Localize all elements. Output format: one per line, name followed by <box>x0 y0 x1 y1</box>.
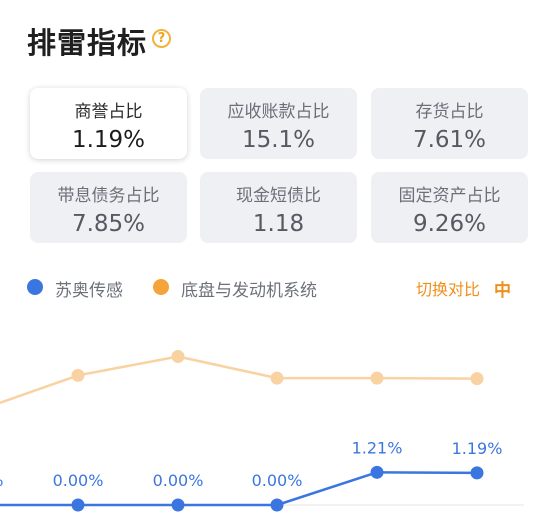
metric-card-interest-debt[interactable]: 带息债务占比 7.85% <box>30 172 187 243</box>
data-point[interactable] <box>171 350 185 363</box>
data-label: 0.00% <box>53 471 104 490</box>
metric-label: 应收账款占比 <box>227 102 330 122</box>
metric-card-fixed-assets[interactable]: 固定资产占比 9.26% <box>371 172 528 243</box>
data-point[interactable] <box>270 498 284 512</box>
data-label: 0.00% <box>153 471 204 490</box>
metric-value: 15.1% <box>241 127 316 153</box>
metric-value: 1.19% <box>71 127 146 153</box>
metric-value: 9.26% <box>412 211 487 237</box>
metric-card-receivables[interactable]: 应收账款占比 15.1% <box>200 88 357 159</box>
switch-compare-button[interactable]: 切换对比 <box>416 280 481 299</box>
page-title: 排雷指标 <box>27 26 148 60</box>
series-line <box>0 471 478 507</box>
legend-label-industry: 底盘与发动机系统 <box>181 281 317 301</box>
data-label: 1.21% <box>352 438 403 457</box>
legend-dot-industry <box>153 279 169 295</box>
data-point[interactable] <box>470 466 484 480</box>
metric-value: 7.85% <box>71 211 146 237</box>
metric-label: 固定资产占比 <box>398 186 501 206</box>
metric-card-inventory[interactable]: 存货占比 7.61% <box>371 88 528 159</box>
data-point[interactable] <box>470 372 484 386</box>
metric-value: 1.18 <box>252 211 305 237</box>
help-icon[interactable]: ? <box>152 29 171 48</box>
metric-label: 现金短债比 <box>236 186 321 206</box>
switch-compare-icon[interactable]: 中 <box>494 281 511 301</box>
data-point[interactable] <box>370 465 384 479</box>
data-label: 1.19% <box>452 439 503 458</box>
data-point[interactable] <box>71 498 85 512</box>
legend-label-company: 苏奥传感 <box>55 281 123 301</box>
series-company <box>0 465 484 512</box>
data-labels-company: 0.00% 0.00% 0.00% 0.00% 1.21% 1.19% <box>0 438 502 490</box>
chart-legend: 苏奥传感 底盘与发动机系统 切换对比 中 <box>0 276 553 301</box>
data-point[interactable] <box>270 371 284 385</box>
metric-card-cash-short-debt[interactable]: 现金短债比 1.18 <box>200 172 357 243</box>
metric-value: 7.61% <box>412 127 487 153</box>
legend-dot-company <box>27 279 43 295</box>
data-point[interactable] <box>370 371 384 385</box>
metric-label: 存货占比 <box>415 102 484 122</box>
series-line <box>0 355 478 405</box>
data-label: 0.00% <box>252 471 303 490</box>
metric-label: 带息债务占比 <box>57 186 160 206</box>
data-point[interactable] <box>71 368 85 382</box>
line-chart: 0.00% 0.00% 0.00% 0.00% 1.21% 1.19% <box>0 350 524 512</box>
data-label: 0.00% <box>0 471 3 490</box>
metric-card-goodwill[interactable]: 商誉占比 1.19% <box>30 88 187 159</box>
series-industry <box>0 350 484 405</box>
data-point[interactable] <box>171 498 185 512</box>
metric-label: 商誉占比 <box>74 102 143 122</box>
